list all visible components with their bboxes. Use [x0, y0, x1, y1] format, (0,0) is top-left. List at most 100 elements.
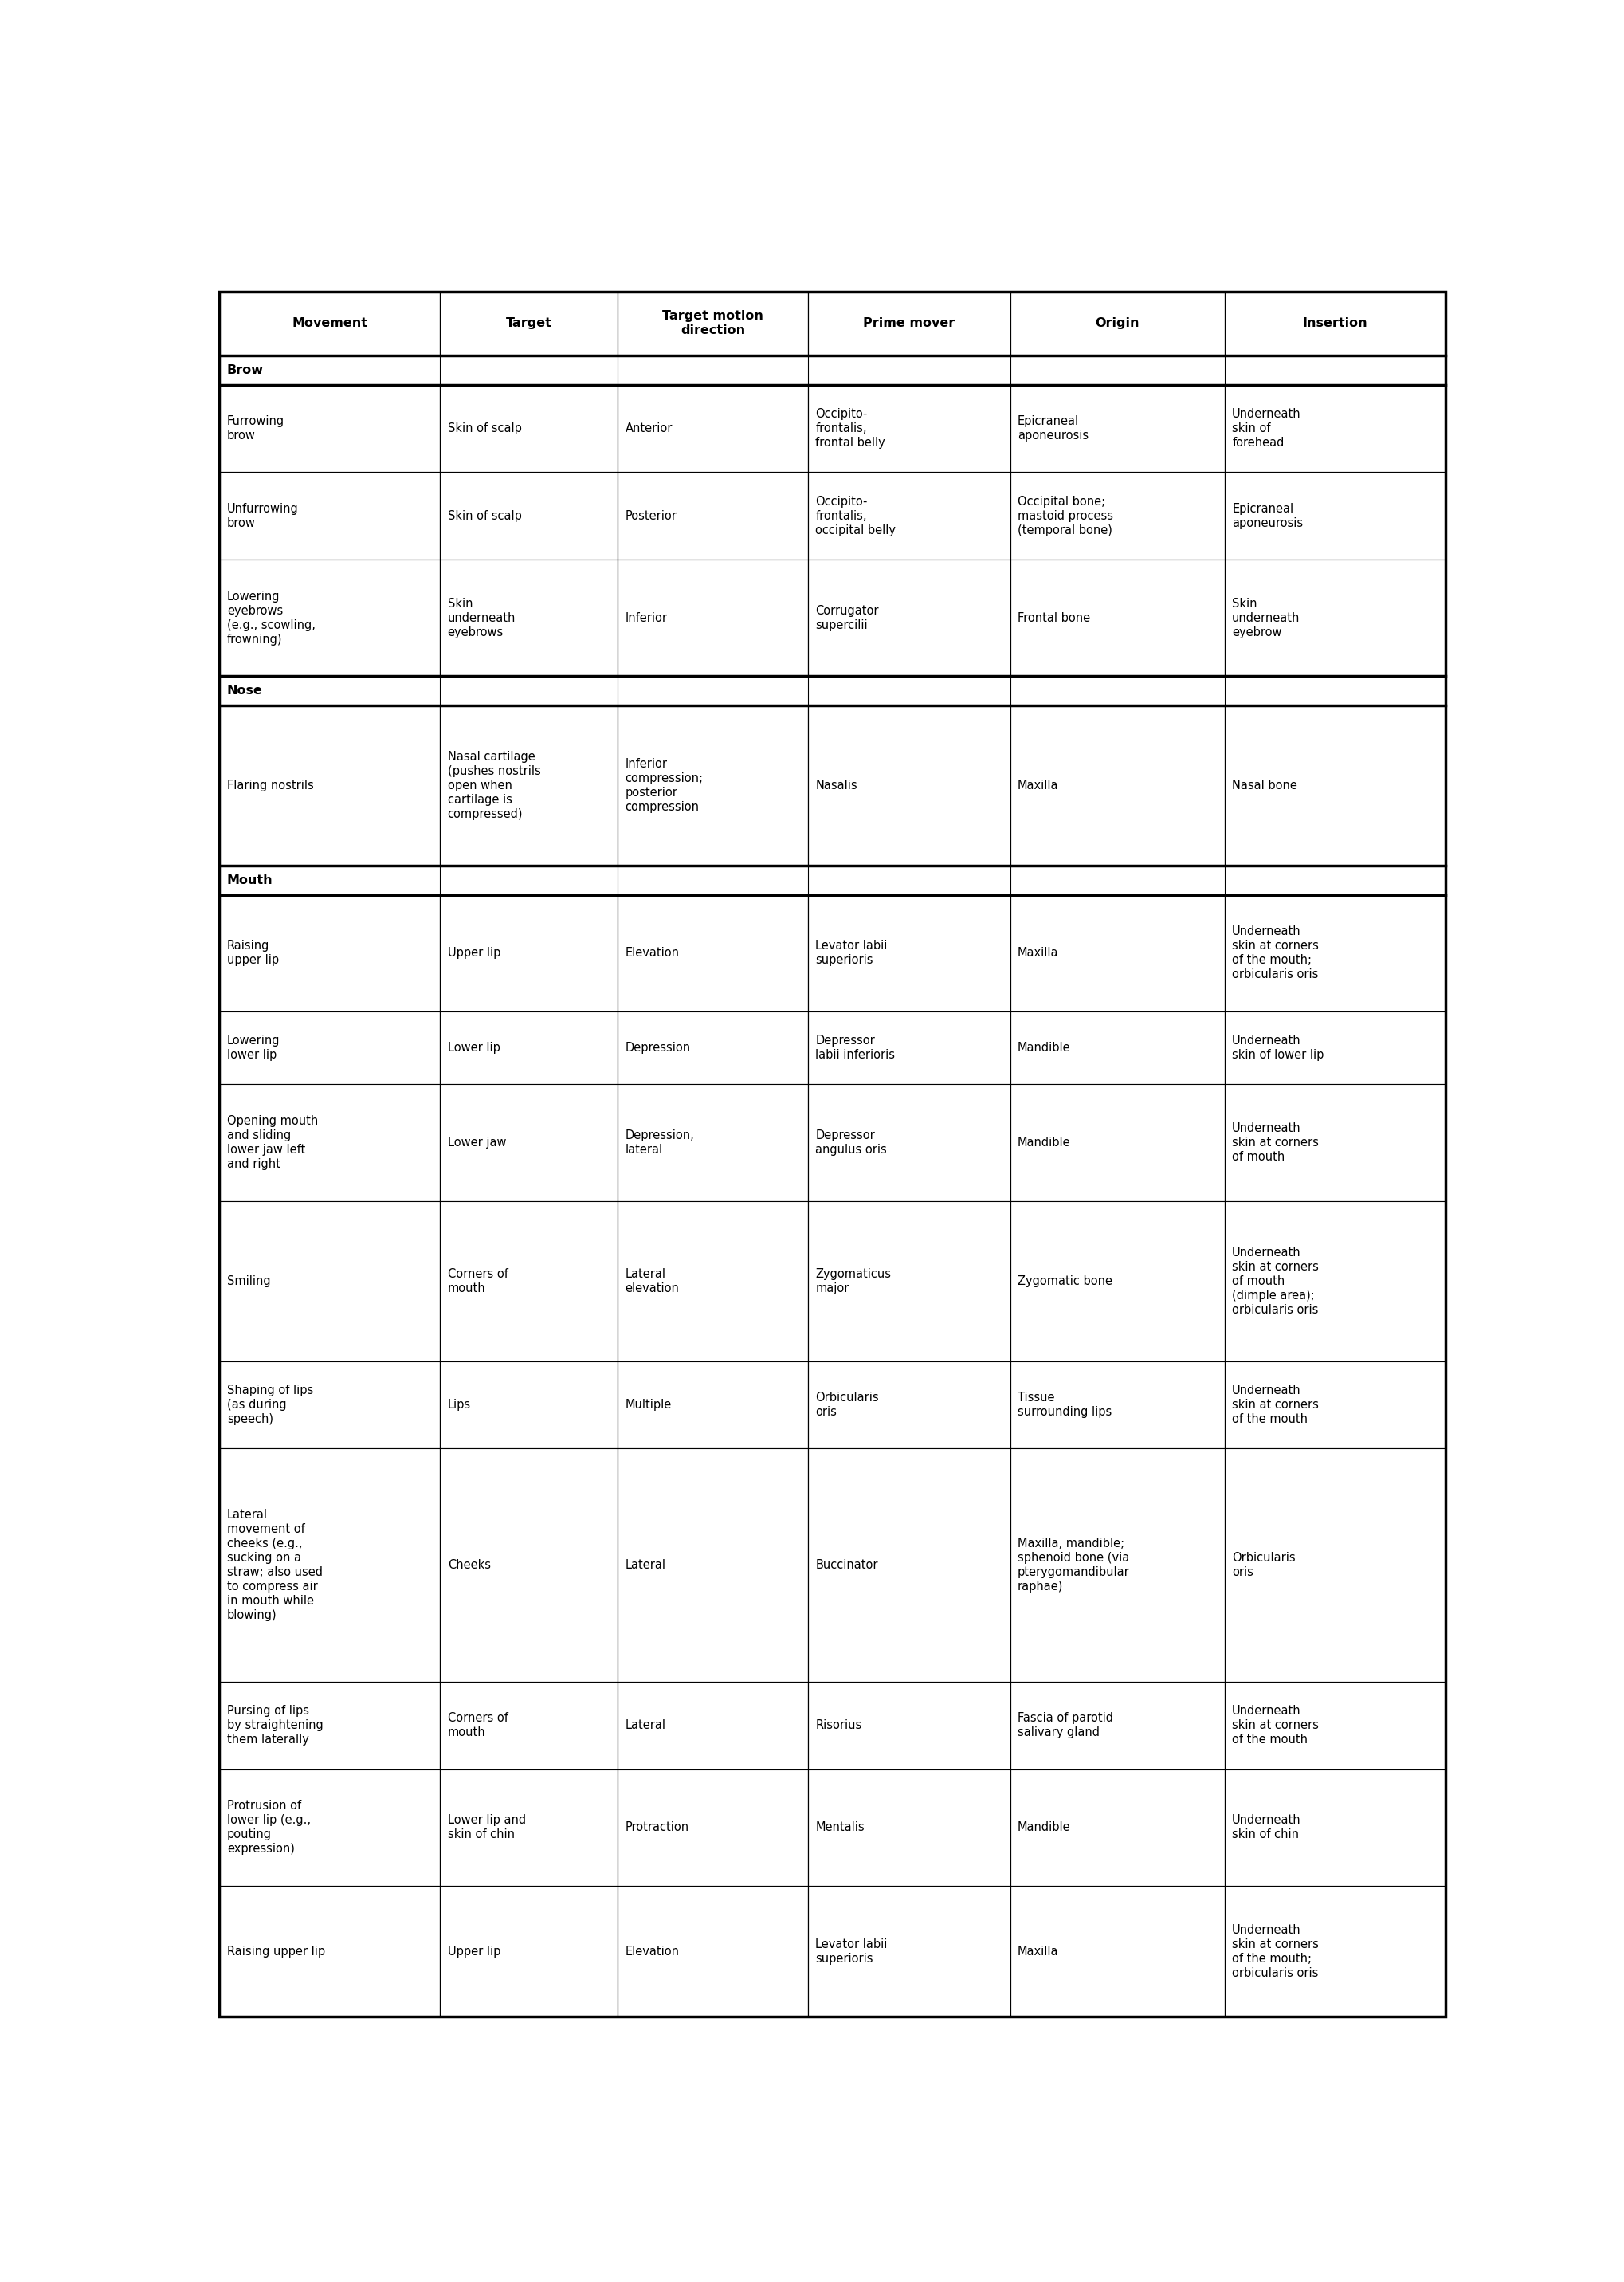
Text: Maxilla: Maxilla — [1018, 947, 1059, 958]
Bar — [219, 386, 440, 472]
Bar — [807, 895, 1010, 1011]
Bar — [440, 292, 617, 356]
Bar — [617, 1885, 807, 2017]
Text: Orbicularis
oris: Orbicularis oris — [815, 1392, 879, 1417]
Bar — [807, 1360, 1010, 1449]
Bar — [1224, 1200, 1445, 1360]
Text: Occipito-
frontalis,
occipital belly: Occipito- frontalis, occipital belly — [815, 495, 896, 536]
Text: Smiling: Smiling — [227, 1276, 271, 1287]
Bar — [1010, 705, 1224, 865]
Text: Nasal cartilage
(pushes nostrils
open when
cartilage is
compressed): Nasal cartilage (pushes nostrils open wh… — [448, 751, 541, 819]
Text: Brow: Brow — [227, 365, 263, 377]
Bar — [807, 559, 1010, 675]
Text: Underneath
skin at corners
of mouth
(dimple area);
orbicularis oris: Underneath skin at corners of mouth (dim… — [1233, 1246, 1319, 1317]
Text: Lowering
eyebrows
(e.g., scowling,
frowning): Lowering eyebrows (e.g., scowling, frown… — [227, 591, 315, 646]
Bar — [1224, 1885, 1445, 2017]
Bar — [807, 1011, 1010, 1084]
Text: Buccinator: Buccinator — [815, 1559, 879, 1570]
Text: Lateral
elevation: Lateral elevation — [625, 1269, 679, 1294]
Text: Unfurrowing
brow: Unfurrowing brow — [227, 502, 299, 529]
Bar — [1224, 472, 1445, 559]
Bar — [617, 895, 807, 1011]
Bar — [1010, 1885, 1224, 2017]
Text: Frontal bone: Frontal bone — [1018, 612, 1090, 623]
Text: Protraction: Protraction — [625, 1821, 689, 1832]
Text: Depression,
lateral: Depression, lateral — [625, 1130, 695, 1155]
Bar — [440, 1011, 617, 1084]
Bar — [807, 1682, 1010, 1769]
Bar — [219, 292, 440, 356]
Text: Zygomaticus
major: Zygomaticus major — [815, 1269, 892, 1294]
Bar — [219, 1200, 440, 1360]
Text: Target motion
direction: Target motion direction — [663, 310, 763, 338]
Bar — [1224, 559, 1445, 675]
Bar — [617, 472, 807, 559]
Text: Tissue
surrounding lips: Tissue surrounding lips — [1018, 1392, 1112, 1417]
Text: Movement: Movement — [292, 317, 367, 329]
Bar — [1224, 292, 1445, 356]
Bar — [219, 1360, 440, 1449]
Bar — [617, 386, 807, 472]
Bar — [1010, 1769, 1224, 1885]
Text: Opening mouth
and sliding
lower jaw left
and right: Opening mouth and sliding lower jaw left… — [227, 1116, 318, 1171]
Text: Fascia of parotid
salivary gland: Fascia of parotid salivary gland — [1018, 1712, 1112, 1739]
Bar — [1010, 472, 1224, 559]
Text: Underneath
skin of lower lip: Underneath skin of lower lip — [1233, 1034, 1324, 1061]
Text: Cheeks: Cheeks — [448, 1559, 490, 1570]
Text: Lower lip: Lower lip — [448, 1043, 500, 1054]
Bar — [440, 1769, 617, 1885]
Bar — [807, 472, 1010, 559]
Text: Mentalis: Mentalis — [815, 1821, 864, 1832]
Bar — [1224, 705, 1445, 865]
Bar — [807, 292, 1010, 356]
Bar — [440, 1885, 617, 2017]
Text: Corners of
mouth: Corners of mouth — [448, 1269, 508, 1294]
Bar — [219, 1769, 440, 1885]
Text: Mandible: Mandible — [1018, 1136, 1070, 1148]
Text: Skin
underneath
eyebrow: Skin underneath eyebrow — [1233, 598, 1301, 639]
Text: Levator labii
superioris: Levator labii superioris — [815, 940, 887, 965]
Text: Anterior: Anterior — [625, 422, 672, 434]
Text: Zygomatic bone: Zygomatic bone — [1018, 1276, 1112, 1287]
Text: Maxilla: Maxilla — [1018, 1944, 1059, 1958]
Text: Multiple: Multiple — [625, 1399, 672, 1410]
Bar — [1010, 1200, 1224, 1360]
Text: Furrowing
brow: Furrowing brow — [227, 415, 284, 440]
Bar — [219, 1885, 440, 2017]
Text: Mouth: Mouth — [227, 874, 273, 885]
Bar — [1010, 386, 1224, 472]
Text: Origin: Origin — [1095, 317, 1140, 329]
Bar — [807, 1084, 1010, 1200]
Text: Underneath
skin at corners
of mouth: Underneath skin at corners of mouth — [1233, 1123, 1319, 1164]
Text: Lateral: Lateral — [625, 1718, 666, 1732]
Text: Elevation: Elevation — [625, 947, 679, 958]
Bar — [807, 705, 1010, 865]
Text: Epicraneal
aponeurosis: Epicraneal aponeurosis — [1018, 415, 1088, 440]
Bar — [440, 559, 617, 675]
Bar — [617, 1682, 807, 1769]
Bar — [1010, 1084, 1224, 1200]
Bar — [219, 356, 1445, 386]
Bar — [440, 895, 617, 1011]
Bar — [1224, 1084, 1445, 1200]
Text: Lips: Lips — [448, 1399, 471, 1410]
Bar — [1010, 1682, 1224, 1769]
Bar — [219, 895, 440, 1011]
Bar — [1224, 895, 1445, 1011]
Bar — [807, 1885, 1010, 2017]
Text: Orbicularis
oris: Orbicularis oris — [1233, 1552, 1296, 1579]
Text: Depressor
labii inferioris: Depressor labii inferioris — [815, 1034, 895, 1061]
Bar — [219, 865, 1445, 895]
Text: Posterior: Posterior — [625, 509, 677, 523]
Bar — [1010, 1360, 1224, 1449]
Bar — [807, 1200, 1010, 1360]
Text: Nasalis: Nasalis — [815, 780, 857, 792]
Text: Risorius: Risorius — [815, 1718, 862, 1732]
Text: Depression: Depression — [625, 1043, 690, 1054]
Bar — [440, 1360, 617, 1449]
Text: Maxilla, mandible;
sphenoid bone (via
pterygomandibular
raphae): Maxilla, mandible; sphenoid bone (via pt… — [1018, 1538, 1130, 1593]
Bar — [219, 1084, 440, 1200]
Text: Protrusion of
lower lip (e.g.,
pouting
expression): Protrusion of lower lip (e.g., pouting e… — [227, 1800, 310, 1855]
Bar — [617, 292, 807, 356]
Text: Lower jaw: Lower jaw — [448, 1136, 507, 1148]
